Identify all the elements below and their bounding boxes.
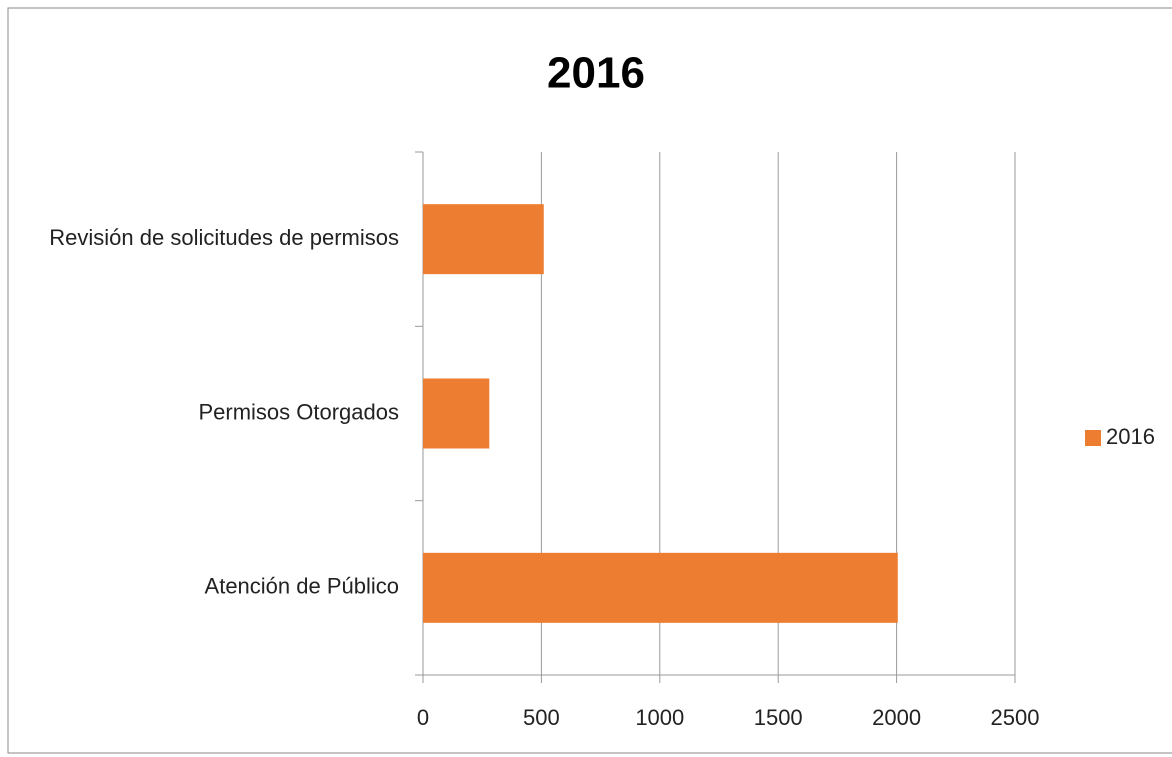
bar bbox=[423, 378, 490, 449]
y-tick-label: Permisos Otorgados bbox=[198, 399, 399, 424]
legend-swatch bbox=[1085, 430, 1101, 446]
y-tick-label: Revisión de solicitudes de permisos bbox=[49, 225, 399, 250]
x-tick-label: 2500 bbox=[991, 705, 1040, 730]
legend-label: 2016 bbox=[1106, 424, 1155, 449]
x-tick-label: 500 bbox=[523, 705, 560, 730]
x-tick-label: 1000 bbox=[635, 705, 684, 730]
y-tick-label: Atención de Público bbox=[205, 574, 399, 599]
chart-title: 2016 bbox=[547, 49, 645, 98]
x-tick-label: 2000 bbox=[872, 705, 921, 730]
bar bbox=[423, 204, 544, 275]
chart-frame bbox=[7, 7, 1172, 754]
bar bbox=[423, 552, 898, 623]
x-tick-label: 1500 bbox=[754, 705, 803, 730]
x-tick-label: 0 bbox=[417, 705, 429, 730]
